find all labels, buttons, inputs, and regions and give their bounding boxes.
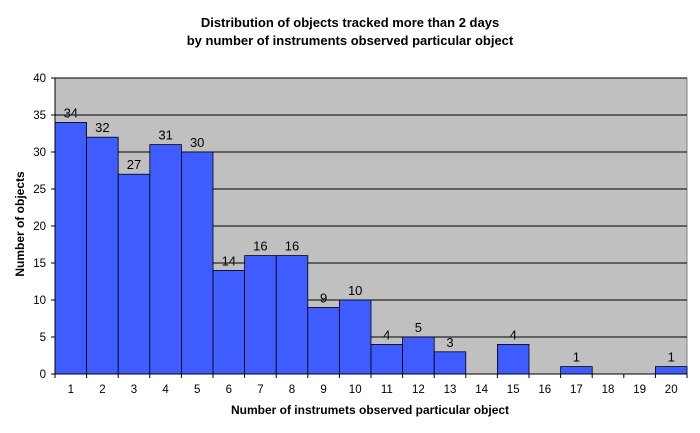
data-label-8: 16 [285,239,299,254]
x-axis: 1 2 3 4 5 6 7 8 9 10 11 12 13 14 15 16 17 18 19 20 [54,373,688,396]
data-label-15: 4 [510,327,517,342]
x-tick-label-12: 12 [412,384,425,396]
y-tick-label: 10 [33,295,46,307]
data-label-20: 1 [668,350,675,365]
x-tick-label-7: 7 [257,384,263,396]
x-tick-label-10: 10 [349,384,362,396]
data-label-5: 30 [190,135,204,150]
data-label-11: 4 [383,327,390,342]
y-axis: 0 5 10 15 20 25 30 35 40 [33,73,56,381]
bar-5 [180,151,214,375]
bar-1 [54,122,88,375]
y-tick-label: 25 [33,184,46,196]
y-tick-label: 5 [40,332,46,344]
x-tick-label-8: 8 [289,384,295,396]
bar-17 [560,366,593,375]
x-tick-label-15: 15 [507,384,520,396]
data-label-4: 31 [158,128,172,143]
x-axis-title: Number of instrumets observed particular… [231,403,509,417]
bar-2 [86,136,119,375]
data-label-3: 27 [127,157,141,172]
y-tick-label: 30 [33,147,46,159]
x-tick-label-4: 4 [162,384,169,396]
data-label-9: 9 [320,290,327,305]
x-tick-label-11: 11 [381,384,393,396]
x-tick-label-3: 3 [131,384,137,396]
x-tick-label-1: 1 [68,384,74,396]
bars [54,122,688,375]
chart-title-line-2: by number of instruments observed partic… [187,33,514,48]
bar-7 [244,255,277,375]
bar-15 [496,343,530,375]
y-axis-title: Number of objects [13,171,27,277]
data-label-1: 34 [64,105,78,120]
x-tick-label-9: 9 [320,384,326,396]
bar-12 [402,336,435,375]
x-tick-label-18: 18 [602,384,615,396]
bar-8 [275,255,309,375]
bar-11 [370,343,404,375]
data-label-13: 3 [446,335,453,350]
data-label-7: 16 [253,239,267,254]
bar-10 [338,299,372,375]
x-tick-label-13: 13 [444,384,457,396]
data-label-12: 5 [415,320,422,335]
data-label-17: 1 [573,350,580,365]
x-tick-label-2: 2 [99,384,105,396]
x-tick-label-17: 17 [570,384,583,396]
y-tick-label: 40 [33,73,46,85]
bar-6 [212,269,246,375]
chart-title-line-1: Distribution of objects tracked more tha… [201,15,499,30]
y-tick-label: 20 [33,221,46,233]
x-tick-label-20: 20 [665,384,678,396]
bar-20 [655,366,688,375]
bar-13 [433,351,467,375]
x-tick-label-5: 5 [194,384,200,396]
y-tick-label: 0 [40,369,46,381]
bar-4 [149,144,182,375]
x-tick-label-14: 14 [475,384,488,396]
data-label-10: 10 [348,283,362,298]
bar-3 [117,173,151,375]
y-tick-label: 15 [33,258,46,270]
x-tick-label-16: 16 [538,384,551,396]
data-label-2: 32 [95,120,109,135]
bar-9 [307,306,340,375]
y-tick-label: 35 [33,110,46,122]
x-tick-label-19: 19 [633,384,646,396]
data-label-6: 14 [222,253,236,268]
x-tick-label-6: 6 [226,384,232,396]
